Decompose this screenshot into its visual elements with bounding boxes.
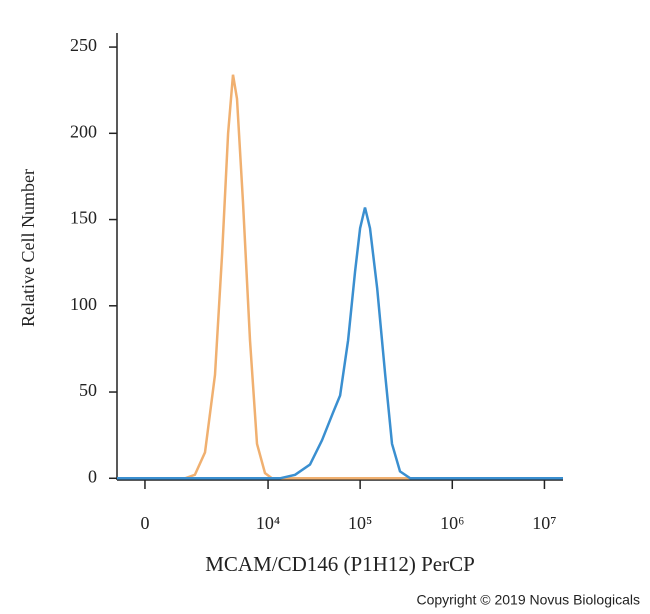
y-tick-label: 250 <box>70 35 97 55</box>
x-tick-label: 10⁵ <box>348 513 372 533</box>
y-tick-label: 200 <box>70 121 97 141</box>
series-line <box>117 74 563 480</box>
y-tick-label: 100 <box>70 294 97 314</box>
x-tick-label: 0 <box>140 513 149 533</box>
x-tick-label: 10⁶ <box>440 513 464 533</box>
series-line <box>117 207 563 480</box>
y-tick-label: 0 <box>88 466 97 486</box>
y-axis-label: Relative Cell Number <box>18 169 38 327</box>
copyright: Copyright © 2019 Novus Biologicals <box>416 592 640 608</box>
y-tick-label: 150 <box>70 208 97 228</box>
y-tick-label: 50 <box>79 380 97 400</box>
x-tick-label: 10⁷ <box>532 513 556 533</box>
x-tick-label: 10⁴ <box>256 513 280 533</box>
x-axis-label: MCAM/CD146 (P1H12) PerCP <box>205 552 475 576</box>
